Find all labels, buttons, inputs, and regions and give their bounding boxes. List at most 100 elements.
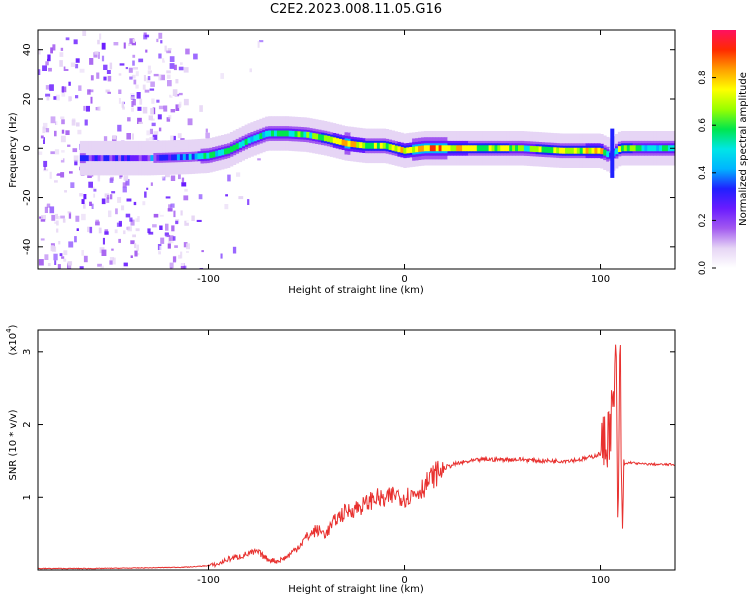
heatmap-cell [162, 154, 166, 161]
heatmap-cell [149, 128, 153, 135]
heatmap-cell [179, 259, 185, 266]
heatmap-cell [201, 250, 204, 253]
heatmap-cell [83, 105, 86, 111]
heatmap-cell [112, 139, 117, 142]
heatmap-cell [134, 243, 137, 249]
heatmap-cell [465, 145, 469, 152]
heatmap-cell [183, 195, 189, 201]
heatmap-cell [429, 145, 434, 152]
heatmap-cell [127, 117, 131, 122]
heatmap-cell [131, 133, 134, 140]
heatmap-cell [150, 72, 155, 79]
heatmap-cell [170, 267, 173, 269]
heatmap-cell [55, 167, 58, 175]
snr-ticks: -100 0 100 1 2 3 [22, 330, 675, 586]
heatmap-cell [109, 62, 113, 70]
heatmap-cell [356, 141, 360, 148]
heatmap-cell [137, 216, 140, 222]
heatmap-cell [138, 121, 143, 124]
heatmap-cell [175, 220, 179, 225]
heatmap-cell [45, 85, 50, 90]
heatmap-cell [154, 68, 158, 74]
heatmap-cell [338, 138, 342, 145]
heatmap-cell [220, 253, 223, 259]
snr-y-axis-label: SNR (10 * v/v) [8, 409, 19, 480]
heatmap-cell [135, 155, 140, 162]
heatmap-cell [274, 130, 278, 137]
heatmap-cell [146, 130, 151, 136]
heatmap-cell [659, 145, 663, 152]
heatmap-cell [77, 129, 82, 135]
heatmap-cell [523, 145, 528, 152]
y-tick-label: 0 [22, 145, 33, 151]
heatmap-cell [169, 56, 175, 62]
x-tick-label: 0 [401, 274, 407, 285]
heatmap-cell [262, 132, 266, 138]
heatmap-cell [185, 154, 190, 160]
heatmap-cell [45, 61, 49, 66]
heatmap-cell [376, 142, 381, 149]
heatmap-cell [55, 213, 58, 219]
heatmap-cell [61, 256, 65, 259]
heatmap-cell [67, 211, 71, 214]
heatmap-cell [137, 106, 142, 111]
heatmap-cell [76, 122, 80, 127]
heatmap-cell [181, 177, 185, 183]
heatmap-cell [89, 201, 92, 206]
heatmap-cell [145, 232, 150, 239]
heatmap-cell [447, 145, 451, 152]
heatmap-cell [183, 98, 189, 106]
heatmap-cell [165, 223, 169, 231]
snr-scale-factor: (x104) [5, 324, 19, 355]
heatmap-cell [157, 228, 162, 234]
heatmap-cell [90, 75, 94, 81]
heatmap-cell [81, 250, 84, 256]
heatmap-cell [43, 166, 46, 171]
heatmap-cell [59, 60, 63, 67]
heatmap-cell [167, 80, 172, 87]
heatmap-cell [418, 145, 422, 152]
heatmap-cell [249, 68, 252, 73]
heatmap-cell [68, 212, 72, 219]
heatmap-cell [176, 154, 181, 161]
heatmap-cell [459, 145, 463, 152]
heatmap-cell [112, 135, 117, 140]
heatmap-cell [166, 70, 171, 74]
heatmap-cell [165, 253, 169, 258]
heatmap-cell [122, 186, 127, 193]
heatmap-cell [142, 201, 146, 206]
heatmap-cell [626, 145, 631, 152]
heatmap-cell [56, 220, 59, 226]
heatmap-cell [166, 50, 171, 54]
heatmap-cell [570, 147, 575, 154]
heatmap-cell [137, 117, 142, 124]
heatmap-cell [306, 131, 310, 138]
heatmap-cell [135, 218, 138, 222]
heatmap-cell [70, 182, 75, 188]
x-tick-label: -100 [197, 575, 220, 586]
heatmap-cell [159, 246, 162, 252]
heatmap-cell [432, 145, 437, 152]
heatmap-cell [42, 65, 47, 71]
spectrogram-x-axis-label: Height of straight line (km) [288, 285, 424, 296]
heatmap-cell [665, 145, 669, 152]
heatmap-cell [53, 96, 57, 100]
heatmap-cell [151, 98, 155, 104]
heatmap-cell [520, 145, 525, 152]
heatmap-cell [435, 145, 440, 152]
heatmap-cell [153, 73, 159, 77]
heatmap-cell [385, 143, 390, 150]
heatmap-cell [88, 181, 93, 188]
heatmap-cell [198, 194, 203, 200]
heatmap-cell [231, 229, 237, 236]
heatmap-cell [85, 155, 90, 162]
heatmap-cell [75, 58, 80, 63]
heatmap-cell [153, 155, 157, 161]
heatmap-cell [114, 118, 120, 125]
heatmap-cell [73, 39, 78, 45]
colorbar-label: Normalized spectral amplitude [738, 72, 749, 226]
heatmap-cell [38, 259, 44, 266]
heatmap-cell [177, 103, 181, 108]
heatmap-cell [123, 262, 128, 267]
heatmap-cell [136, 244, 139, 251]
